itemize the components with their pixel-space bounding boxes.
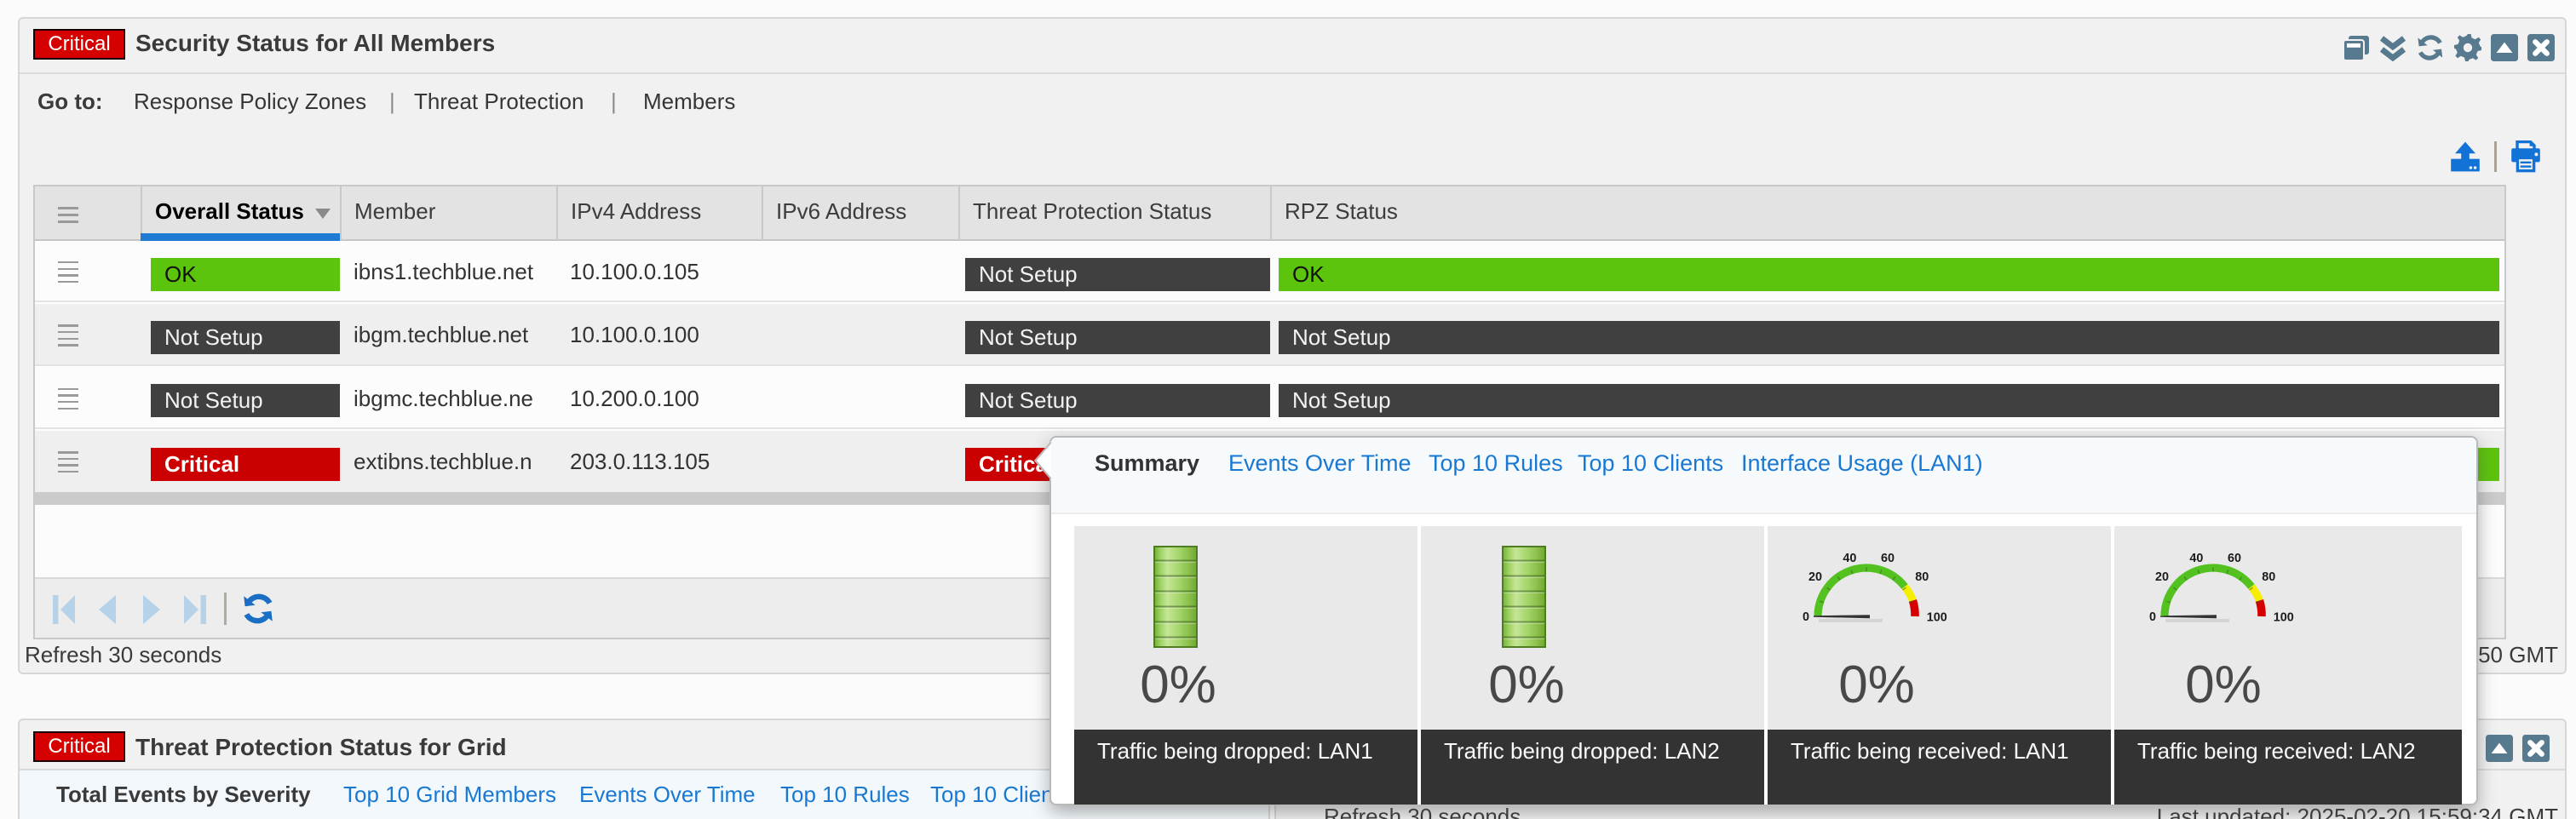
svg-text:100: 100 (2274, 611, 2294, 625)
svg-text:40: 40 (1843, 552, 1856, 565)
svg-text:60: 60 (2228, 552, 2241, 565)
svg-text:20: 20 (1808, 570, 1822, 584)
svg-text:0: 0 (1803, 610, 1809, 624)
svg-text:20: 20 (2155, 570, 2169, 584)
svg-text:60: 60 (1881, 552, 1895, 565)
svg-text:40: 40 (2189, 552, 2203, 565)
svg-text:0: 0 (2149, 610, 2156, 624)
svg-text:100: 100 (1927, 611, 1947, 625)
svg-text:80: 80 (1915, 570, 1929, 584)
svg-text:80: 80 (2262, 570, 2275, 584)
